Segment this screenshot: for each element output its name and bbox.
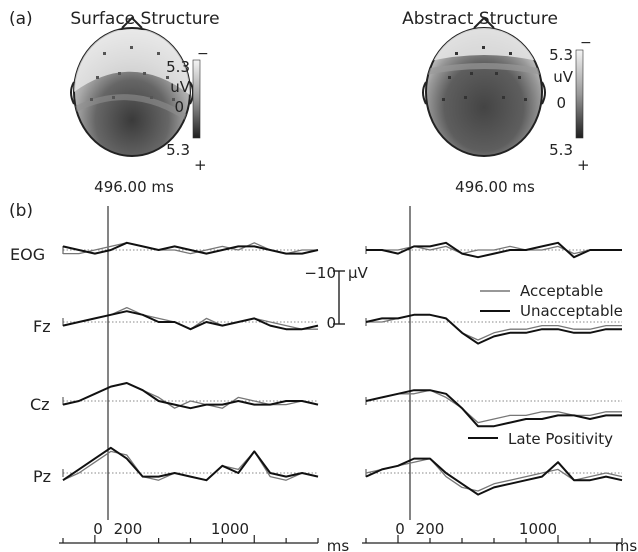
scale-bottom: 5.3 [549,141,573,159]
topomap-surface: Surface Structure 5.3 uV 0 5.3 − + 496.0… [70,9,220,196]
scale-mid: 0 [556,94,566,112]
channel-label-eog: EOG [10,245,45,264]
nose-marker [121,16,143,29]
left-ear-marker [422,81,427,105]
topomap-abstract: Abstract Structure 5.3 uV 0 5.3 − + 496.… [402,9,592,196]
series-unacceptable-cz-abstract-structure [365,389,622,428]
scale-top: 5.3 [549,46,573,64]
scale-mid: 0 [174,98,184,116]
amplitude-scale-bar: −10 μV 0 [304,264,368,332]
scale-bar-bottom: 0 [326,314,336,332]
map-time: 496.00 ms [94,178,174,196]
series-unacceptable-eog-surface-structure [62,241,319,255]
scale-bar-top: −10 [304,264,336,282]
series-unacceptable-cz-surface-structure [62,382,319,410]
map-title: Surface Structure [70,9,219,29]
tick-label-0-right: 0 [395,520,405,538]
tick-label-200-left: 200 [114,520,143,538]
scale-minus: − [580,35,592,51]
electrode-dots [442,46,527,101]
color-scale-bar [575,49,584,139]
series-acceptable-fz-surface-structure [62,306,318,330]
scale-bar-unit: μV [348,264,369,282]
scale-unit: uV [170,78,191,96]
series-unacceptable-pz-abstract-structure [365,457,623,496]
panel-a-label: (a) [9,9,33,29]
annotation-label: Late Positivity [508,430,613,448]
axis-unit-left: ms [327,537,350,552]
channel-label-pz: Pz [33,467,51,486]
left-ear-marker [70,81,75,105]
color-scale-bar [192,59,201,139]
series-unacceptable-fz-surface-structure [62,310,319,331]
nose-marker [473,16,495,29]
panel-b-label: (b) [9,201,33,221]
series-unacceptable-pz-surface-structure [62,446,319,482]
series-acceptable-cz-abstract-structure [365,389,622,424]
scale-plus: + [194,156,207,174]
right-ear-marker [541,81,546,105]
legend-label-unacceptable: Unacceptable [520,302,623,320]
erp-waveforms [62,206,623,520]
series-acceptable-eog-abstract-structure [366,245,622,255]
series-unacceptable-eog-abstract-structure [366,241,622,259]
axis-unit-right: ms [615,537,638,552]
scale-unit: uV [553,68,574,86]
tick-label-1000-right: 1000 [519,520,557,538]
electrode-dots [90,46,175,101]
tick-label-1000-left: 1000 [211,520,249,538]
scale-plus: + [577,156,590,174]
scale-bottom: 5.3 [166,141,190,159]
channel-label-cz: Cz [30,395,50,414]
tick-label-200-right: 200 [416,520,445,538]
map-time: 496.00 ms [455,178,535,196]
legend-label-acceptable: Acceptable [520,282,603,300]
series-acceptable-cz-surface-structure [62,382,319,409]
scale-minus: − [197,46,209,62]
legend: Acceptable Unacceptable [480,282,623,320]
time-axes: 0 200 1000 ms 0 200 1000 ms [59,520,637,552]
channel-labels: EOG Fz Cz Pz [10,245,51,486]
series-acceptable-pz-abstract-structure [365,457,623,492]
tick-label-0-left: 0 [93,520,103,538]
map-title: Abstract Structure [402,9,558,29]
late-positivity-annotation: Late Positivity [468,430,613,448]
channel-label-fz: Fz [33,317,51,336]
series-unacceptable-fz-abstract-structure [365,313,622,345]
scale-top: 5.3 [166,58,190,76]
